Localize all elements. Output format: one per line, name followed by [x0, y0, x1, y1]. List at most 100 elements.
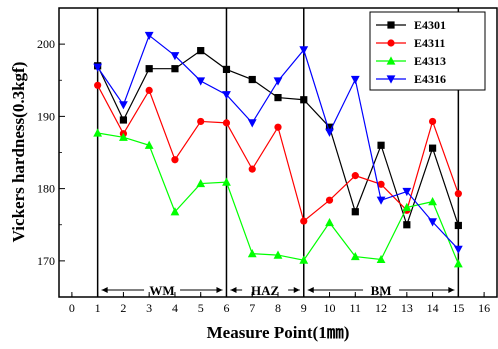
data-point-e4316 [325, 128, 334, 137]
data-point-e4313 [93, 128, 103, 137]
data-point-e4301 [403, 221, 411, 229]
series-e4316 [93, 31, 463, 254]
data-point-e4316 [196, 77, 206, 86]
data-point-e4301 [222, 65, 231, 74]
data-point-e4301 [248, 75, 256, 84]
data-point-e4313 [453, 259, 463, 268]
data-point-e4313 [144, 140, 154, 149]
arrow-head-right [216, 287, 223, 293]
data-point-e4316 [144, 31, 154, 41]
data-point-e4301 [454, 221, 462, 230]
data-point-e4311 [197, 117, 205, 126]
x-tick-label: 4 [172, 301, 178, 315]
legend-item-e4311: E4311 [376, 36, 445, 50]
data-point-e4301 [325, 123, 334, 131]
data-point-e4316 [119, 101, 128, 110]
data-point-e4316 [247, 119, 257, 128]
data-point-e4313 [196, 178, 206, 188]
arrow-head-right [293, 287, 300, 293]
data-point-e4301 [377, 141, 385, 149]
data-point-e4301 [300, 96, 308, 104]
x-tick-label: 8 [275, 301, 281, 315]
data-point-e4313 [119, 132, 128, 141]
data-point-e4311 [428, 117, 437, 126]
data-point-e4313 [325, 217, 334, 227]
legend-label-e4316: E4316 [414, 72, 446, 86]
x-tick-label: 9 [301, 301, 307, 315]
data-point-e4311 [248, 165, 256, 173]
arrow-head-right [448, 287, 455, 293]
data-point-e4301 [171, 65, 179, 73]
x-tick-label: 5 [198, 301, 204, 315]
legend-marker-e4316 [386, 75, 396, 84]
x-tick-label: 13 [401, 301, 413, 315]
data-point-e4313 [299, 255, 309, 264]
data-point-e4313 [273, 250, 283, 259]
x-axis-title: Measure Point(1㎜) [207, 323, 350, 342]
series-group [93, 31, 463, 268]
y-axis-title: Vickers hardness(0.3kgf) [9, 62, 28, 243]
region-label-haz: HAZ [251, 283, 280, 298]
data-point-e4301 [351, 208, 359, 216]
arrow-head-left [101, 287, 108, 293]
data-point-e4316 [350, 75, 360, 85]
data-point-e4301 [197, 47, 205, 55]
legend: E4301 E4311 E4313 E4316 [369, 11, 486, 91]
data-point-e4313 [350, 251, 360, 261]
data-point-e4316 [299, 46, 309, 55]
data-point-e4313 [222, 177, 231, 186]
data-point-e4313 [247, 249, 257, 258]
data-point-e4316 [93, 63, 103, 72]
arrow-head-left [230, 287, 237, 293]
data-point-e4316 [428, 218, 437, 227]
data-point-e4301 [274, 93, 282, 102]
data-point-e4316 [376, 196, 386, 205]
legend-item-e4301: E4301 [376, 18, 446, 32]
legend-label-e4311: E4311 [414, 36, 445, 50]
legend-label-e4313: E4313 [414, 54, 446, 68]
legend-marker-e4301 [387, 21, 395, 29]
data-point-e4311 [145, 86, 153, 94]
x-axis-ticks: 0 1 2 3 4 5 6 7 8 9 10 11 12 13 14 15 16 [69, 292, 490, 315]
x-tick-label: 16 [478, 301, 490, 315]
data-point-e4316 [402, 187, 412, 197]
series-e4313 [93, 128, 463, 268]
data-point-e4311 [300, 217, 308, 225]
legend-marker-e4313 [386, 56, 396, 65]
data-point-e4316 [273, 77, 283, 86]
region-label-bm: BM [371, 283, 392, 298]
data-point-e4316 [222, 91, 231, 100]
series-e4301 [94, 47, 462, 230]
data-point-e4313 [170, 207, 180, 216]
data-point-e4313 [376, 254, 386, 264]
series-line-e4313 [97, 132, 459, 264]
y-tick-label: 190 [37, 109, 55, 123]
data-point-e4316 [453, 245, 463, 254]
y-tick-label: 170 [37, 254, 55, 268]
region-wm: WM [101, 283, 223, 298]
data-point-e4311 [171, 156, 179, 164]
y-tick-label: 180 [37, 182, 55, 196]
data-point-e4301 [145, 65, 153, 73]
arrow-head-left [307, 287, 314, 293]
region-label-wm: WM [149, 283, 174, 298]
data-point-e4311 [325, 196, 334, 204]
legend-item-e4316: E4316 [376, 72, 446, 86]
data-point-e4311 [351, 172, 359, 180]
x-tick-label: 0 [69, 301, 75, 315]
legend-item-e4313: E4313 [376, 54, 446, 68]
x-tick-label: 1 [95, 301, 101, 315]
legend-marker-e4311 [387, 39, 395, 47]
x-tick-label: 11 [350, 301, 362, 315]
data-point-e4313 [402, 202, 412, 212]
data-point-e4301 [119, 116, 128, 124]
data-point-e4311 [94, 81, 102, 89]
x-tick-label: 15 [452, 301, 464, 315]
y-tick-label: 200 [37, 37, 55, 51]
y-axis-ticks: 170 180 190 200 [37, 37, 65, 268]
x-tick-label: 2 [120, 301, 126, 315]
x-tick-label: 12 [375, 301, 387, 315]
x-tick-label: 10 [324, 301, 336, 315]
series-e4311 [94, 81, 462, 225]
